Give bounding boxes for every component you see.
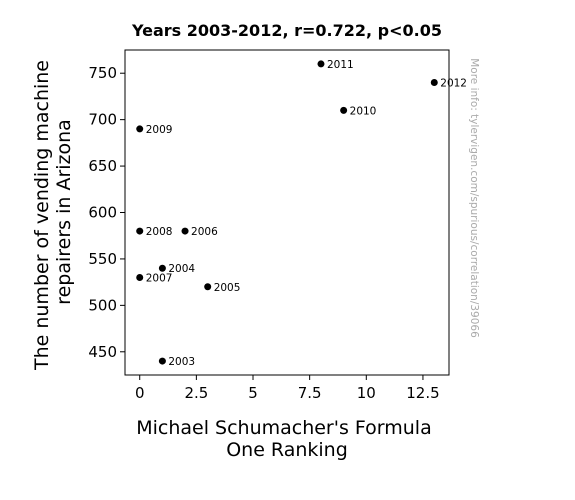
y-tick-label: 450 — [88, 343, 117, 361]
data-point-label: 2012 — [440, 78, 467, 90]
data-point — [181, 227, 189, 235]
y-axis-label-line-2: repairers in Arizona — [53, 119, 75, 305]
x-tick-label: 10 — [357, 384, 376, 402]
data-point-label: 2003 — [168, 356, 195, 368]
x-axis-label-line-2: One Ranking — [226, 439, 348, 461]
y-tick-label: 500 — [88, 296, 117, 314]
x-axis-label: Michael Schumacher's Formula One Ranking — [136, 417, 438, 461]
x-tick-label: 5 — [248, 384, 258, 402]
data-point — [340, 106, 348, 114]
data-point-label: 2008 — [146, 226, 173, 238]
data-point — [317, 60, 325, 68]
y-axis-label-line-1: The number of vending machine — [31, 60, 53, 371]
data-point — [204, 283, 212, 291]
data-point-label: 2004 — [168, 263, 195, 275]
x-tick-label: 0 — [135, 384, 145, 402]
x-tick-label: 2.5 — [184, 384, 208, 402]
data-point-label: 2007 — [146, 273, 173, 285]
y-tick-label: 650 — [88, 157, 117, 175]
data-point-label: 2009 — [146, 124, 173, 136]
data-point — [158, 357, 166, 365]
data-point-label: 2006 — [191, 226, 218, 238]
watermark-text: More info: tylervigen.com/spurious/corre… — [468, 58, 480, 338]
plot-area: 0 2.5 5 7.5 10 12.5 450 500 550 600 650 700 750 2003 2… — [88, 49, 467, 402]
y-axis-label: The number of vending machine repairers … — [31, 54, 75, 371]
x-tick-label: 12.5 — [406, 384, 439, 402]
y-tick-label: 700 — [88, 111, 117, 129]
chart-title: Years 2003-2012, r=0.722, p<0.05 — [131, 21, 442, 40]
data-point — [136, 274, 144, 281]
data-point-label: 2011 — [327, 59, 354, 71]
x-tick-label: 7.5 — [298, 384, 322, 402]
x-axis-label-line-1: Michael Schumacher's Formula — [136, 417, 432, 439]
data-point-label: 2005 — [214, 282, 241, 294]
data-point — [430, 79, 438, 86]
y-tick-label: 550 — [88, 250, 117, 268]
y-tick-label: 600 — [88, 204, 117, 222]
data-point — [158, 264, 166, 272]
data-point-label: 2010 — [350, 105, 377, 117]
y-tick-label: 750 — [88, 64, 117, 82]
data-point — [136, 227, 144, 235]
data-point — [136, 125, 144, 133]
plot-frame — [124, 49, 450, 376]
